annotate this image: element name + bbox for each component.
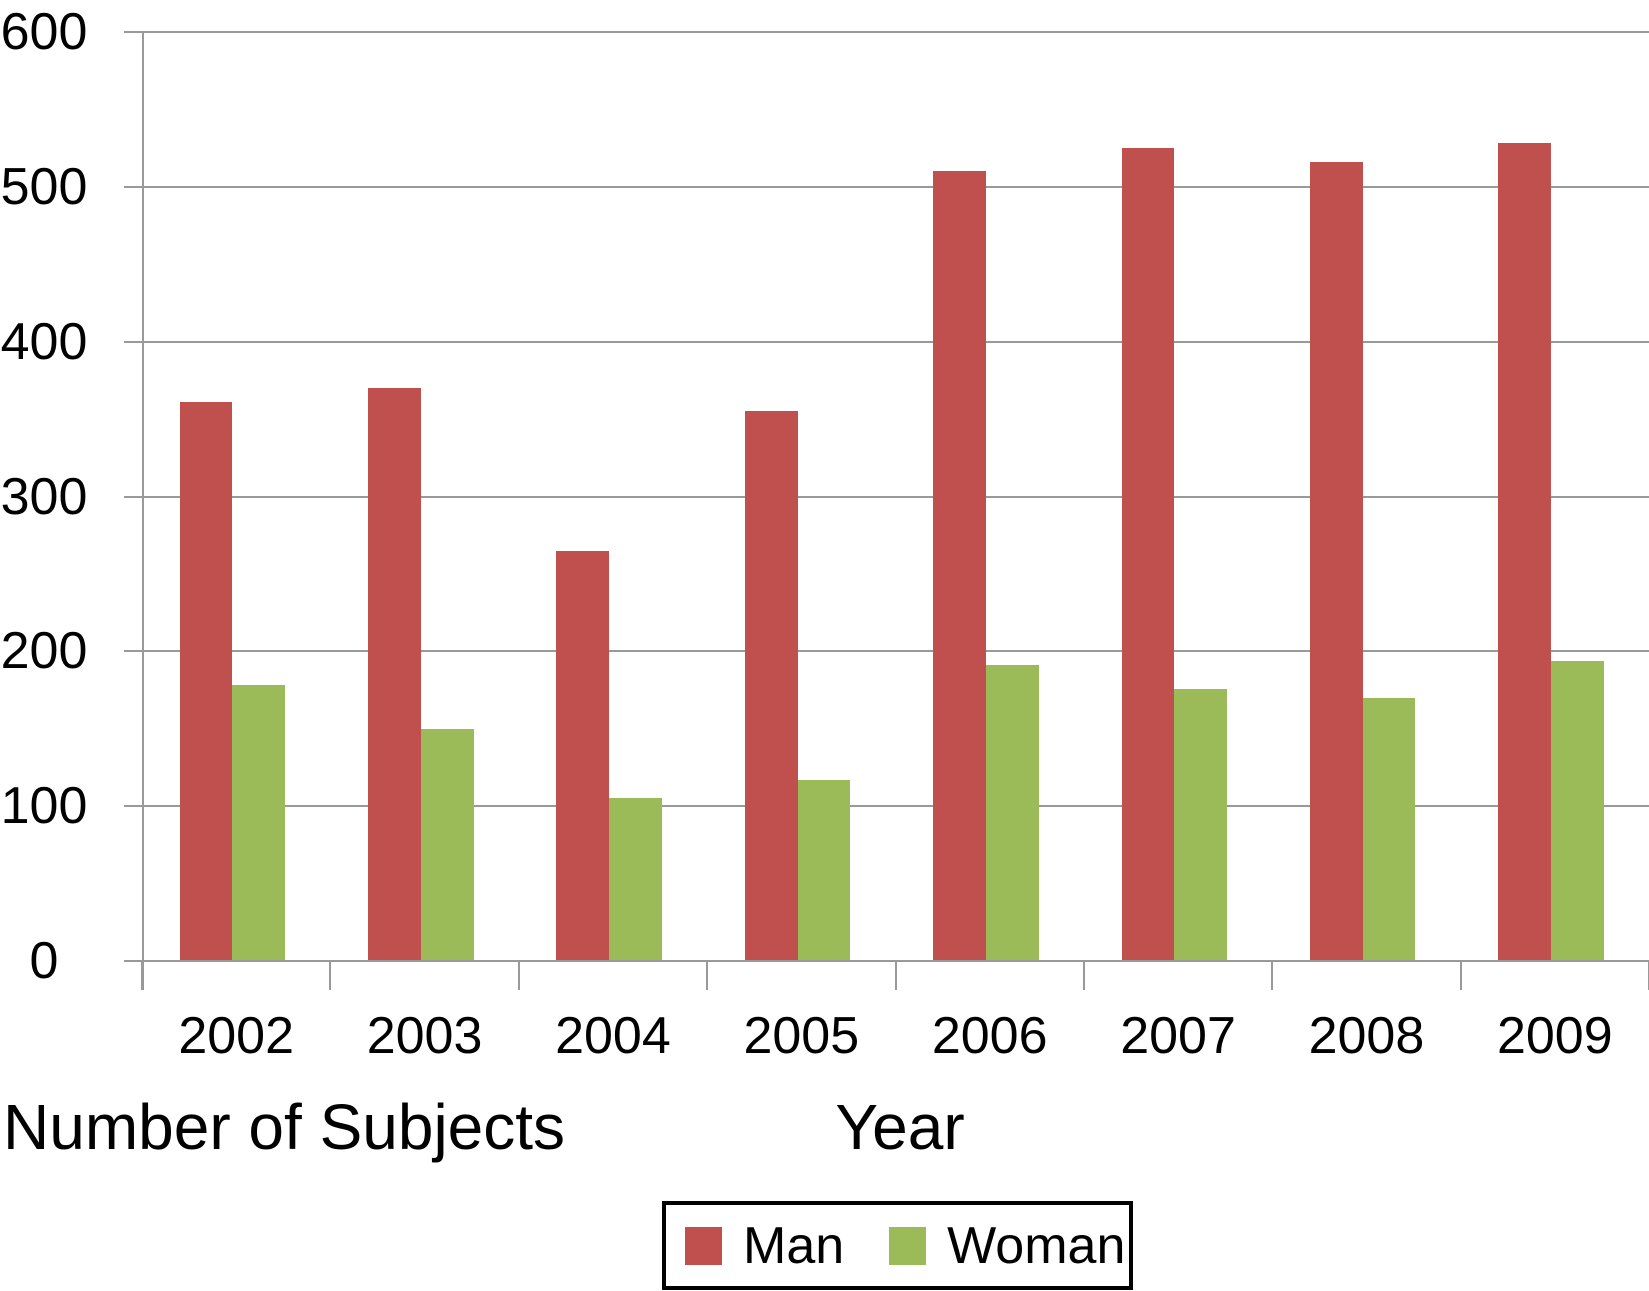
woman-bar-2004 [609, 798, 662, 961]
gridline-300 [142, 495, 1649, 498]
woman-bar-2008 [1362, 697, 1416, 961]
x-tick-label-2006: 2006 [931, 1007, 1048, 1065]
gridline-400 [142, 340, 1649, 343]
x-axis-tick [1459, 961, 1462, 990]
bar-group-2004 [519, 32, 707, 961]
y-tick-label: 200 [0, 622, 88, 681]
y-tick-label: 500 [0, 157, 88, 216]
x-tick-label-2008: 2008 [1308, 1007, 1425, 1065]
bar-group-2002 [142, 32, 330, 961]
man-bar-2007 [1121, 148, 1175, 961]
y-tick-label: 100 [0, 777, 88, 836]
plot-area [142, 31, 1649, 962]
gridline-600 [142, 31, 1649, 33]
man-bar-2005 [744, 411, 798, 961]
gridline-500 [142, 185, 1649, 188]
gridline-200 [142, 650, 1649, 653]
man-bar-2006 [933, 171, 986, 961]
x-tick-label-2009: 2009 [1496, 1007, 1613, 1065]
bar-group-2008 [1272, 32, 1460, 961]
x-tick-label-2007: 2007 [1120, 1007, 1236, 1065]
x-tick-label-2004: 2004 [555, 1007, 671, 1065]
y-tick-label: 300 [0, 467, 88, 526]
y-axis-line [142, 32, 144, 990]
gridline-100 [142, 805, 1649, 808]
man-bar-2003 [368, 388, 421, 961]
legend-label-man: Man [743, 1216, 845, 1275]
x-axis-tick [1271, 961, 1274, 990]
x-axis-tick [517, 961, 520, 990]
legend: Man Woman [662, 1201, 1133, 1290]
x-axis-tick [1082, 961, 1085, 990]
legend-item-woman: Woman [889, 1220, 1125, 1272]
bar-group-2005 [707, 32, 895, 961]
bar-group-2003 [330, 32, 518, 961]
y-axis-tick [124, 960, 142, 962]
x-tick-label-2005: 2005 [743, 1007, 860, 1065]
man-bar-2009 [1498, 143, 1552, 961]
legend-item-man: Man [685, 1220, 844, 1272]
x-tick-label-2002: 2002 [178, 1007, 295, 1065]
bar-group-2009 [1461, 32, 1649, 961]
woman-bar-2002 [232, 685, 286, 961]
x-axis-tick [141, 961, 143, 990]
y-axis-tick [124, 31, 142, 33]
man-bar-2004 [556, 550, 610, 961]
y-axis-title: Number of Subjects [3, 1091, 566, 1163]
woman-bar-2007 [1174, 688, 1228, 961]
y-tick-label: 600 [0, 3, 88, 61]
x-axis-tick [329, 961, 332, 990]
y-axis-tick [124, 495, 142, 498]
woman-bar-2003 [420, 728, 474, 961]
man-bar-2008 [1309, 162, 1363, 961]
bar-group-2006 [896, 32, 1084, 961]
y-axis-tick [124, 650, 142, 653]
woman-bar-2005 [797, 779, 851, 961]
x-axis-title: Year [835, 1091, 965, 1163]
y-axis-tick [124, 805, 142, 808]
y-axis-tick [124, 340, 142, 343]
man-bar-2002 [179, 402, 233, 961]
y-tick-label: 0 [29, 932, 59, 990]
man-series-swatch [685, 1226, 722, 1265]
y-axis-tick [124, 185, 142, 188]
x-axis-tick [706, 961, 709, 990]
y-tick-label: 400 [0, 312, 88, 371]
woman-series-swatch [889, 1226, 927, 1265]
bar-group-2007 [1084, 32, 1272, 961]
woman-bar-2006 [985, 665, 1039, 961]
legend-label-woman: Woman [947, 1216, 1126, 1275]
x-tick-label-2003: 2003 [366, 1007, 483, 1065]
woman-bar-2009 [1551, 660, 1604, 961]
x-axis-tick [894, 961, 897, 990]
